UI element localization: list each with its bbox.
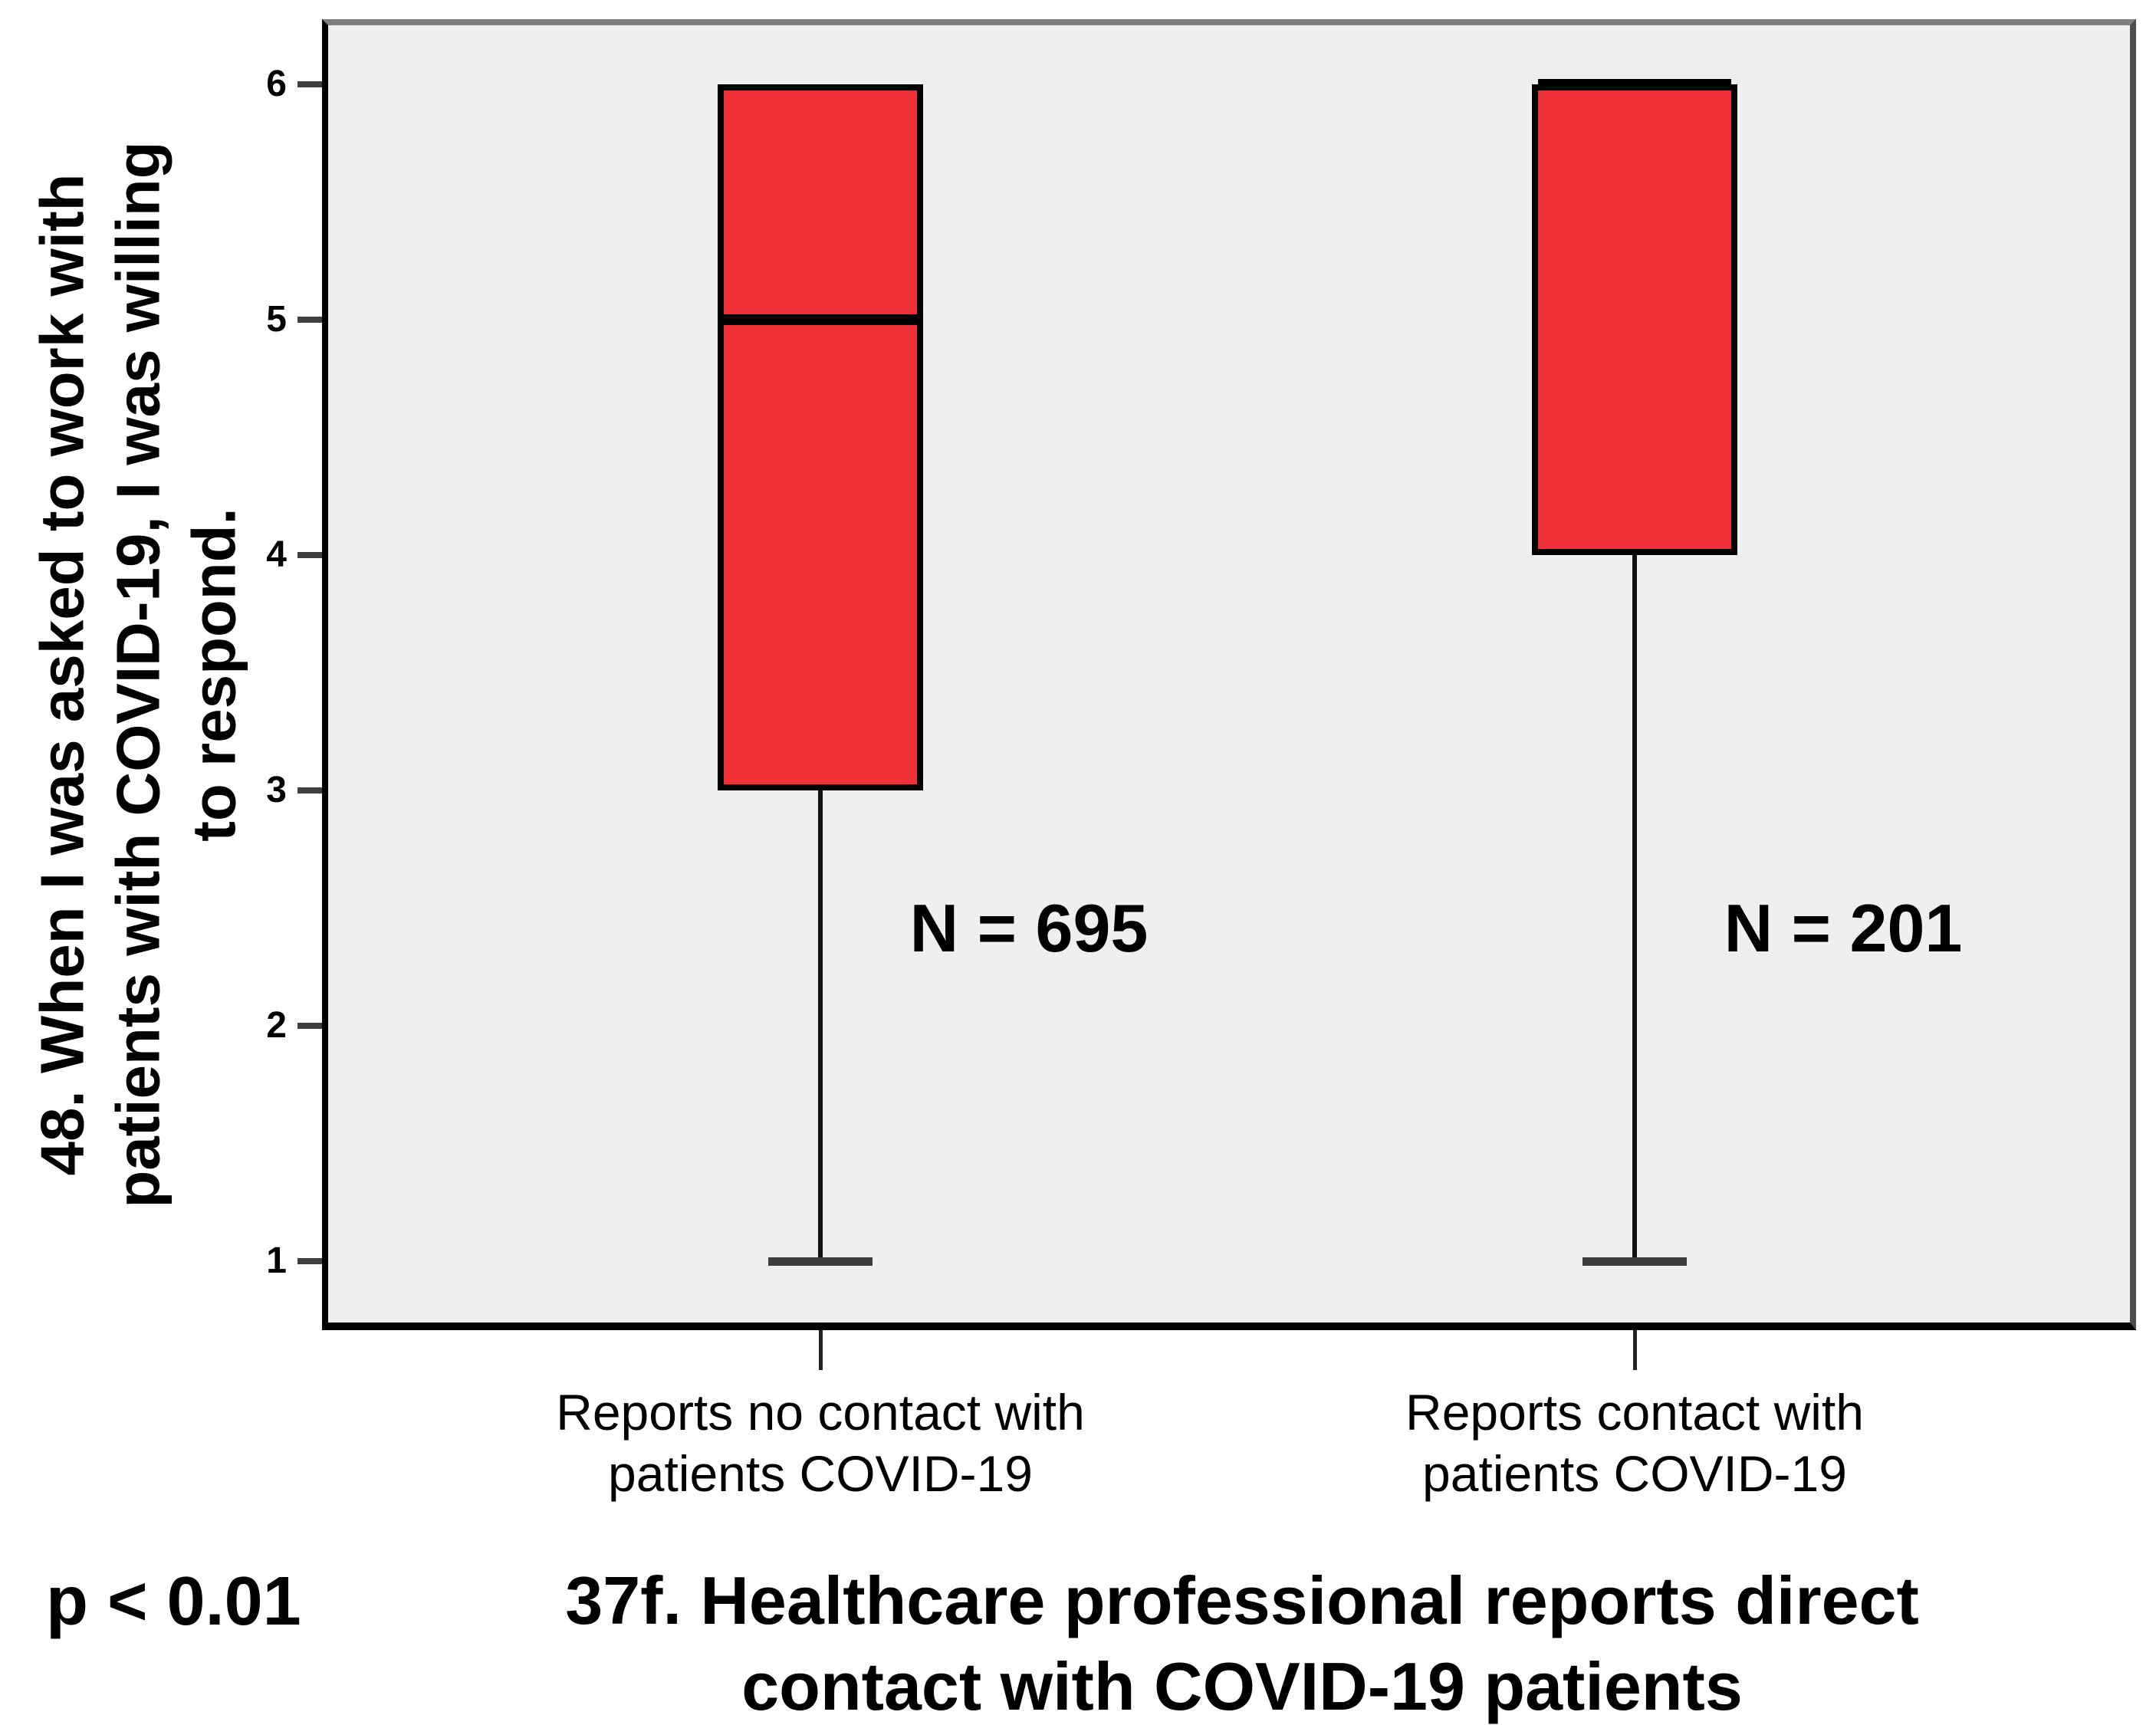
whisker-cap (1582, 1257, 1687, 1266)
y-tick (297, 1258, 322, 1264)
whisker-stem (818, 790, 823, 1261)
x-tick (1633, 1330, 1637, 1370)
y-tick-label: 2 (266, 1005, 287, 1046)
y-tick (297, 552, 322, 558)
y-tick-label: 6 (266, 64, 287, 104)
y-axis-label: 48. When I was asked to work with patien… (28, 141, 248, 1208)
median-line (724, 314, 917, 325)
boxplot-box (718, 84, 923, 790)
whisker-stem (1632, 555, 1637, 1261)
n-count-label: N = 201 (1724, 890, 1963, 966)
plot-area: N = 695 N = 201 (322, 19, 2136, 1330)
boxplot-box (1532, 84, 1737, 555)
category-label: Reports no contact with patients COVID-1… (556, 1384, 1085, 1502)
whisker-cap (768, 1257, 873, 1266)
y-tick (297, 1023, 322, 1029)
p-value-label: p < 0.01 (46, 1563, 301, 1640)
n-count-label: N = 695 (909, 890, 1149, 966)
x-tick (819, 1330, 823, 1370)
y-tick-label: 5 (266, 299, 287, 340)
y-tick-label: 4 (266, 534, 287, 575)
median-line (1538, 79, 1731, 90)
y-tick (297, 81, 322, 87)
y-tick-label: 1 (266, 1240, 287, 1281)
y-tick (297, 787, 322, 794)
y-tick-label: 3 (266, 770, 287, 810)
y-tick (297, 317, 322, 323)
category-label: Reports contact with patients COVID-19 (1405, 1384, 1864, 1502)
x-axis-title: 37f. Healthcare professional reports dir… (565, 1562, 1919, 1724)
